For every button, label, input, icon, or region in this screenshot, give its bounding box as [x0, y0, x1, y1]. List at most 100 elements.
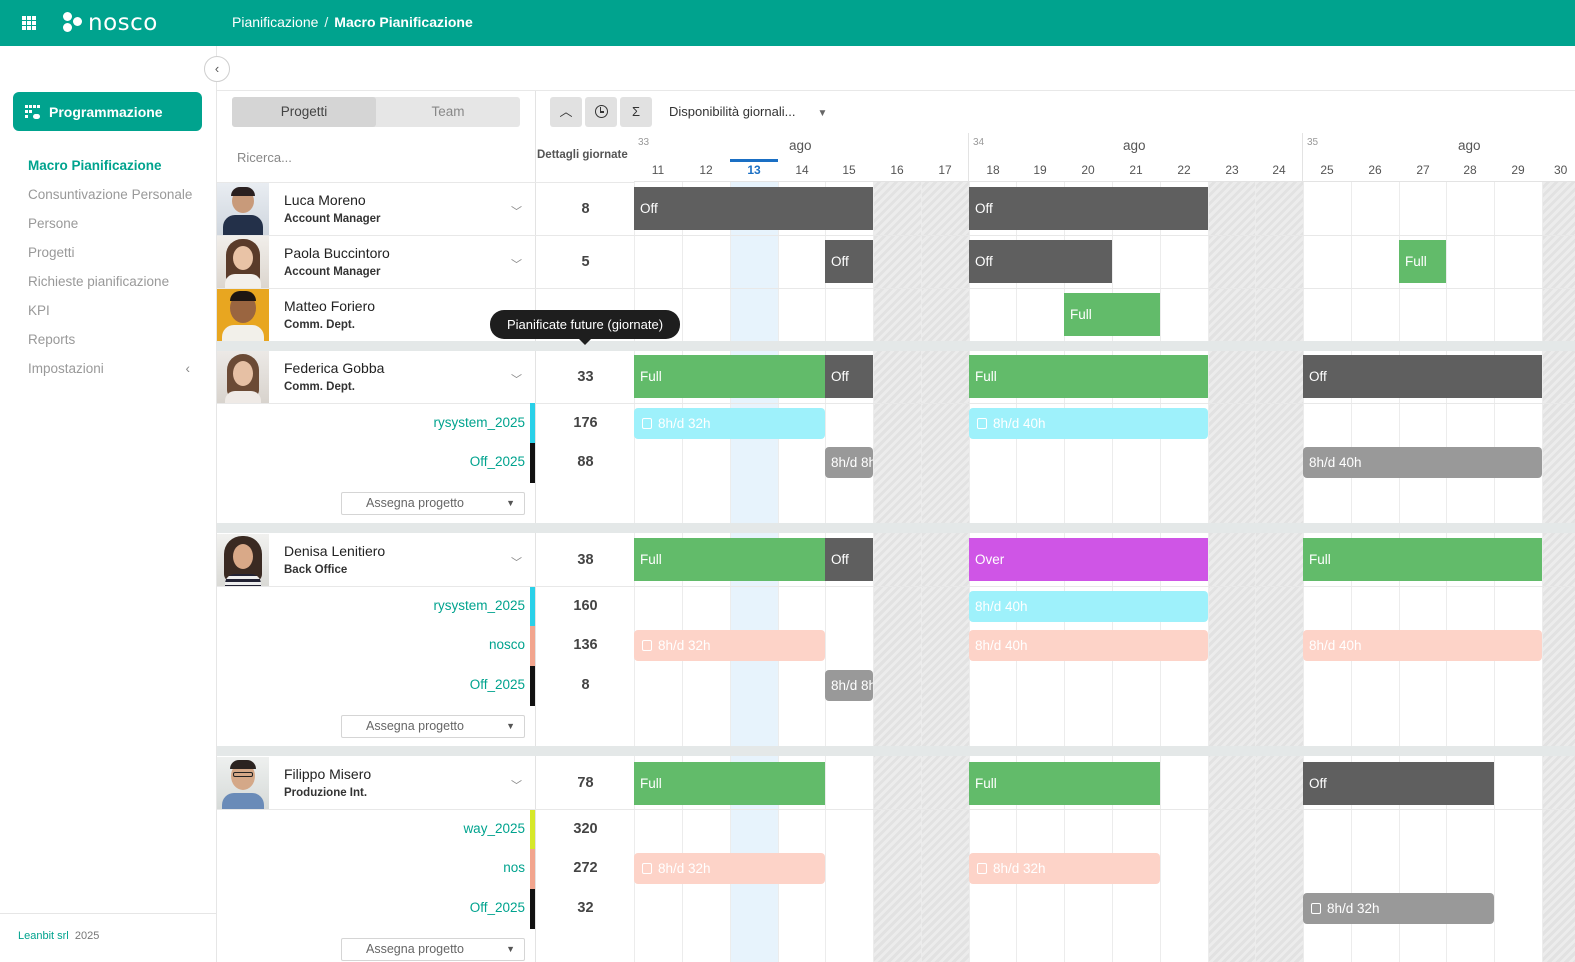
divider: [217, 288, 1575, 289]
day-label[interactable]: 15: [842, 163, 856, 177]
tab-team[interactable]: Team: [431, 104, 465, 119]
person-name[interactable]: Paola Buccintoro: [284, 245, 390, 261]
history-button[interactable]: [585, 97, 617, 127]
chevron-down-icon[interactable]: ﹀: [511, 780, 522, 792]
availability-bar[interactable]: Full: [1399, 240, 1446, 283]
availability-bar[interactable]: Off: [825, 538, 873, 581]
totals-button[interactable]: Σ: [620, 97, 652, 127]
availability-bar[interactable]: Full: [969, 762, 1160, 805]
project-name[interactable]: rysystem_2025: [433, 415, 525, 430]
availability-bar[interactable]: Full: [1064, 293, 1160, 336]
project-name[interactable]: Off_2025: [469, 900, 525, 915]
assign-project-label: Assegna progetto: [366, 496, 464, 510]
day-label[interactable]: 27: [1416, 163, 1430, 177]
availability-bar[interactable]: Full: [969, 355, 1208, 398]
project-allocation-bar[interactable]: 8h/d 40h: [1303, 447, 1542, 478]
person-name[interactable]: Luca Moreno: [284, 192, 366, 208]
project-name[interactable]: Off_2025: [469, 454, 525, 469]
day-label[interactable]: 17: [938, 163, 952, 177]
project-allocation-bar[interactable]: 8h/d 32h: [634, 408, 825, 439]
day-label[interactable]: 30: [1554, 163, 1568, 177]
project-name[interactable]: rysystem_2025: [433, 598, 525, 613]
details-header[interactable]: Dettagli giornate: [537, 149, 628, 161]
sidebar-item-macro-pianificazione[interactable]: Macro Pianificazione: [28, 158, 162, 173]
project-allocation-bar[interactable]: 8h/d 40h: [1303, 630, 1542, 661]
day-label[interactable]: 16: [890, 163, 904, 177]
day-label[interactable]: 26: [1368, 163, 1382, 177]
tab-progetti[interactable]: Progetti: [232, 97, 376, 127]
project-allocation-bar[interactable]: 8h/d 40h: [969, 630, 1208, 661]
availability-bar[interactable]: Off: [825, 355, 873, 398]
day-label[interactable]: 28: [1463, 163, 1477, 177]
day-label-today[interactable]: 13: [730, 159, 778, 181]
sidebar-item-impostazioni[interactable]: Impostazioni ‹: [28, 359, 208, 378]
project-allocation-bar[interactable]: 8h/d 32h: [969, 853, 1160, 884]
availability-bar[interactable]: Over: [969, 538, 1208, 581]
project-allocation-bar[interactable]: 8h/d 40h: [969, 591, 1208, 622]
project-allocation-bar[interactable]: 8h/d 32h: [634, 853, 825, 884]
sidebar-item-progetti[interactable]: Progetti: [28, 245, 75, 260]
chevron-down-icon[interactable]: ﹀: [511, 259, 522, 271]
project-name[interactable]: Off_2025: [469, 677, 525, 692]
availability-bar[interactable]: Off: [634, 187, 873, 230]
availability-bar[interactable]: Off: [1303, 762, 1494, 805]
breadcrumb-parent[interactable]: Pianificazione: [232, 14, 319, 30]
sidebar-item-kpi[interactable]: KPI: [28, 303, 50, 318]
project-name[interactable]: way_2025: [463, 821, 525, 836]
availability-select[interactable]: Disponibilità giornali... ▼: [669, 104, 827, 119]
day-label[interactable]: 19: [1033, 163, 1047, 177]
availability-bar[interactable]: Full: [634, 538, 825, 581]
person-name[interactable]: Filippo Misero: [284, 766, 372, 782]
person-name[interactable]: Matteo Foriero: [284, 298, 376, 314]
availability-bar[interactable]: Off: [1303, 355, 1542, 398]
allocation-label: 8h/d 32h: [658, 638, 711, 653]
day-label[interactable]: 29: [1511, 163, 1525, 177]
collapse-sidebar-button[interactable]: ‹: [204, 56, 230, 82]
person-name[interactable]: Denisa Lenitiero: [284, 543, 386, 559]
programmazione-button[interactable]: Programmazione: [13, 92, 202, 131]
project-allocation-bar[interactable]: 8h/d 8h: [825, 670, 873, 701]
programmazione-label: Programmazione: [49, 103, 163, 120]
day-label[interactable]: 25: [1320, 163, 1334, 177]
search-input[interactable]: Ricerca...: [237, 150, 292, 165]
project-allocation-bar[interactable]: 8h/d 32h: [634, 630, 825, 661]
availability-bar[interactable]: Full: [634, 762, 825, 805]
day-label[interactable]: 23: [1225, 163, 1239, 177]
project-allocation-bar[interactable]: 8h/d 32h: [1303, 893, 1494, 924]
app-logo[interactable]: nosco: [62, 10, 158, 36]
day-label[interactable]: 20: [1081, 163, 1095, 177]
sigma-icon: Σ: [631, 104, 641, 119]
collapse-all-button[interactable]: ︿: [550, 97, 582, 127]
day-label[interactable]: 21: [1129, 163, 1143, 177]
project-allocation-bar[interactable]: 8h/d 40h: [969, 408, 1208, 439]
assign-project-select[interactable]: Assegna progetto ▼: [341, 492, 525, 515]
footer-company[interactable]: Leanbit srl: [18, 930, 69, 942]
divider: [968, 133, 969, 181]
sidebar-item-consuntivazione[interactable]: Consuntivazione Personale: [28, 187, 193, 202]
availability-bar[interactable]: Off: [969, 240, 1112, 283]
person-days: 33: [577, 369, 594, 385]
chevron-down-icon[interactable]: ﹀: [511, 206, 522, 218]
availability-bar[interactable]: Full: [634, 355, 825, 398]
availability-bar[interactable]: Off: [969, 187, 1208, 230]
sidebar-item-persone[interactable]: Persone: [28, 216, 79, 231]
day-label[interactable]: 12: [699, 163, 713, 177]
day-label[interactable]: 24: [1272, 163, 1286, 177]
day-label[interactable]: 14: [795, 163, 809, 177]
chevron-down-icon[interactable]: ﹀: [511, 557, 522, 569]
sidebar-item-richieste[interactable]: Richieste pianificazione: [28, 274, 170, 289]
availability-bar[interactable]: Full: [1303, 538, 1542, 581]
project-name[interactable]: nos: [503, 860, 525, 875]
availability-bar[interactable]: Off: [825, 240, 873, 283]
sidebar-item-reports[interactable]: Reports: [28, 332, 76, 347]
project-allocation-bar[interactable]: 8h/d 8h: [825, 447, 873, 478]
project-name[interactable]: nosco: [488, 637, 525, 652]
person-name[interactable]: Federica Gobba: [284, 360, 385, 376]
day-label[interactable]: 18: [986, 163, 1000, 177]
assign-project-select[interactable]: Assegna progetto ▼: [341, 715, 525, 738]
day-label[interactable]: 11: [651, 163, 665, 177]
assign-project-select[interactable]: Assegna progetto ▼: [341, 938, 525, 961]
apps-grid-icon[interactable]: [22, 16, 36, 30]
day-label[interactable]: 22: [1177, 163, 1191, 177]
chevron-down-icon[interactable]: ﹀: [511, 374, 522, 386]
